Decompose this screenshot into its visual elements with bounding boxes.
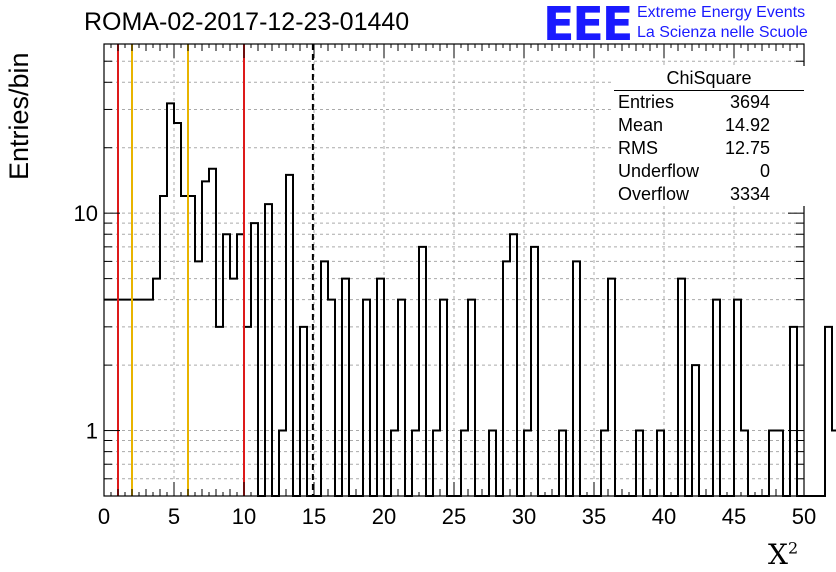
x-tick-label: 40	[652, 504, 676, 529]
axis-ticks: 0 5 10 15 20 25 30 35 40 45 50 1 10	[74, 43, 816, 529]
y-tick-label: 10	[74, 201, 98, 226]
x-tick-label: 30	[512, 504, 536, 529]
stats-row-overflow: Overflow 3334	[618, 184, 770, 204]
chart-title: ROMA-02-2017-12-23-01440	[84, 8, 410, 36]
logo-line-2: La Scienza nelle Scuole	[637, 24, 808, 41]
marker-lines	[117, 44, 314, 496]
grid	[104, 44, 804, 496]
stats-title: ChiSquare	[614, 66, 804, 91]
stats-row-mean: Mean 14.92	[618, 115, 770, 135]
x-tick-label: 50	[792, 504, 816, 529]
x-tick-label: 20	[372, 504, 396, 529]
y-axis-label: Entries/bin	[4, 52, 34, 180]
x-tick-label: 25	[442, 504, 466, 529]
x-tick-label: 5	[168, 504, 180, 529]
x-tick-label: 35	[582, 504, 606, 529]
eee-logo: EEE	[543, 0, 633, 51]
x-tick-label: 45	[722, 504, 746, 529]
logo-line-1: Extreme Energy Events	[637, 4, 806, 21]
stats-row-entries: Entries 3694	[618, 92, 770, 112]
x-tick-label: 15	[302, 504, 326, 529]
x-tick-label: 10	[232, 504, 256, 529]
x-axis-label: X2	[768, 538, 799, 571]
y-tick-label: 1	[86, 419, 98, 444]
x-tick-label: 0	[98, 504, 110, 529]
stats-row-rms: RMS 12.75	[618, 138, 770, 158]
stats-row-underflow: Underflow 0	[618, 161, 770, 181]
stats-box: ChiSquare Entries 3694 Mean 14.92 RMS 12.75…	[612, 66, 806, 206]
